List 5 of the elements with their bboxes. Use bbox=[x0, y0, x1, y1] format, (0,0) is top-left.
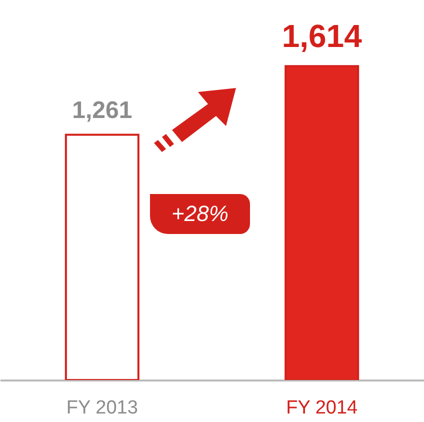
x-tick-label: FY 2014 bbox=[286, 398, 358, 418]
annotation: +28% bbox=[150, 194, 250, 234]
x-tick-label: FY 2013 bbox=[66, 398, 138, 418]
data-label: 1,614 bbox=[282, 18, 362, 54]
data-label: 1,261 bbox=[72, 96, 132, 124]
